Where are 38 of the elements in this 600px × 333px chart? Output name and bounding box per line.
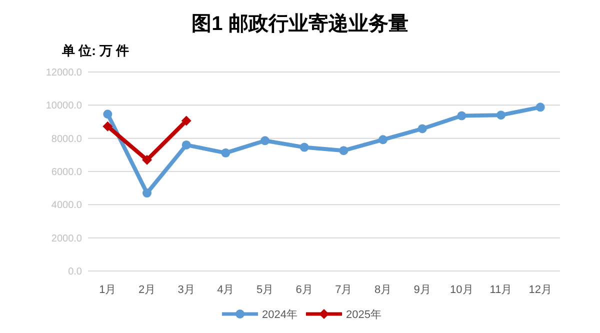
- point: [378, 135, 388, 144]
- point: [339, 146, 348, 156]
- point: [496, 110, 506, 120]
- y-tick-label: 2000.0: [51, 233, 82, 244]
- x-tick-label: 5月: [256, 284, 274, 296]
- x-tick-label: 8月: [374, 284, 392, 296]
- y-tick-label: 4000.0: [51, 200, 82, 212]
- point: [181, 116, 192, 126]
- chart-title: 图1 邮政行业寄递业务量: [192, 12, 408, 35]
- point: [457, 111, 466, 120]
- point: [418, 124, 427, 134]
- x-tick-label: 2月: [138, 284, 156, 296]
- legend-label: 2025年: [346, 309, 382, 321]
- point: [142, 188, 152, 198]
- legend-label: 2024年: [262, 309, 298, 321]
- point: [142, 154, 152, 165]
- y-axis-title: 单 位: 万 件: [61, 43, 130, 58]
- x-tick-label: 4月: [217, 284, 234, 296]
- x-tick-label: 11月: [490, 284, 512, 296]
- point: [221, 148, 230, 158]
- point: [300, 142, 309, 152]
- y-tick-label: 12000.0: [46, 68, 82, 78]
- point: [102, 121, 113, 132]
- x-tick-label: 9月: [414, 284, 431, 296]
- y-tick-label: 10000.0: [46, 100, 82, 112]
- x-tick-label: 3月: [178, 284, 195, 296]
- point: [260, 136, 270, 146]
- x-tick-label: 7月: [335, 284, 352, 296]
- x-tick-label: 6月: [296, 284, 313, 296]
- point: [536, 102, 545, 112]
- x-tick-label: 12月: [528, 284, 552, 296]
- y-tick-label: 6000.0: [51, 167, 82, 178]
- x-tick-label: 10月: [450, 284, 474, 296]
- point: [182, 140, 191, 150]
- y-tick-label: 8000.0: [51, 134, 82, 145]
- point: [103, 110, 112, 119]
- x-tick-label: 1月: [99, 284, 116, 296]
- y-tick-label: 0.0: [68, 266, 82, 278]
